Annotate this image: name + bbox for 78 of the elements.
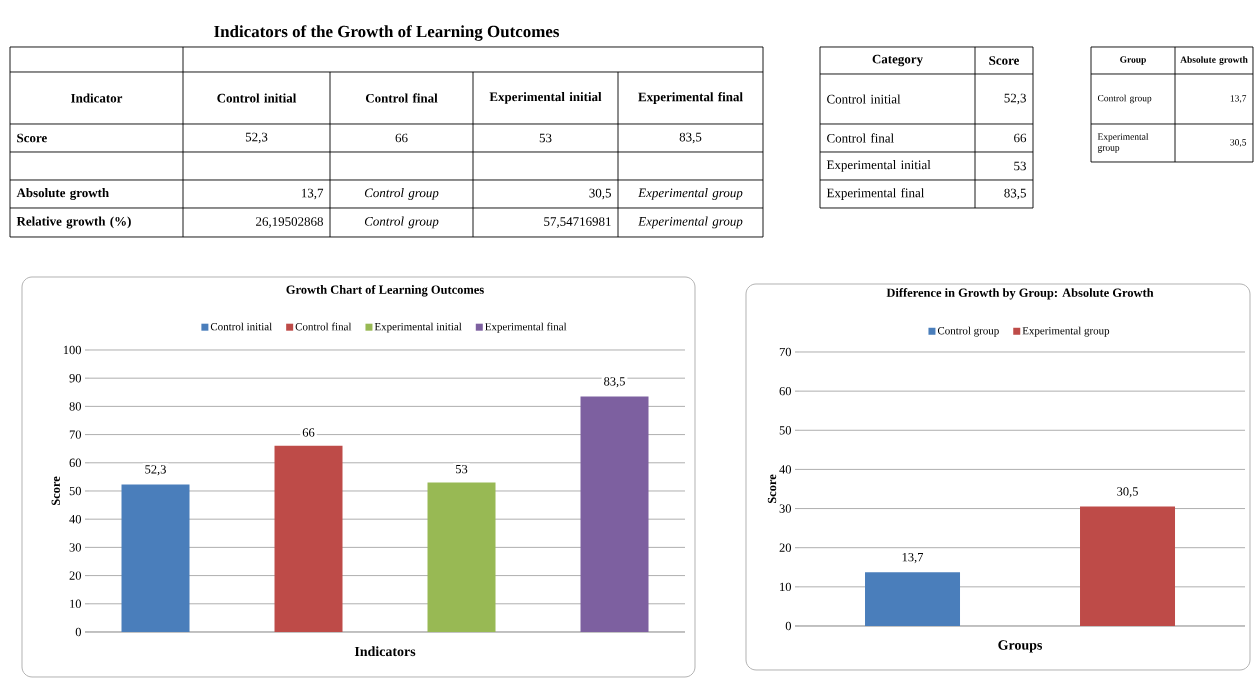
y-tick-label: 90: [69, 373, 82, 383]
legend-label: Experimental initial: [374, 322, 462, 333]
y-tick-label: 70: [779, 347, 792, 357]
y-tick-label: 30: [779, 504, 792, 513]
text: Control initial: [827, 94, 901, 104]
y-tick-label: 10: [780, 582, 792, 592]
text: Category: [872, 54, 923, 67]
text: Control final: [827, 133, 894, 143]
text: Experimental initial: [489, 92, 602, 104]
text: Indicator: [71, 93, 123, 103]
x-axis-title: Indicators: [354, 646, 416, 657]
text: Indicators of the Growth of Learning Outcomes: [214, 25, 560, 41]
text: Score: [989, 56, 1020, 65]
x-axis-title: Groups: [998, 640, 1043, 653]
text: 52,3: [1004, 93, 1026, 105]
text: 57,54716981: [544, 217, 611, 228]
y-axis-title: Score: [51, 476, 60, 506]
text: Control group: [364, 216, 439, 229]
text: 83,5: [679, 132, 702, 144]
text: Absolute growth: [1180, 56, 1248, 65]
data-label: 53: [456, 464, 468, 474]
text: Experimental final: [826, 188, 925, 200]
text: 13,7: [1230, 95, 1247, 103]
data-label: 66: [302, 428, 315, 437]
y-tick-label: 0: [75, 627, 82, 637]
text: Experimental initial: [826, 160, 931, 172]
chart-title: Difference in Growth by Group: Absolute Growth: [886, 288, 1154, 300]
bar: [121, 484, 190, 632]
text: Group: [1120, 56, 1146, 65]
text: Experimental final: [638, 92, 743, 104]
text: 66: [395, 133, 408, 143]
text: Experimental group: [638, 188, 743, 200]
y-tick-label: 40: [779, 465, 792, 474]
y-tick-label: 20: [779, 543, 792, 552]
text: Control group: [1097, 94, 1152, 104]
y-tick-label: 0: [785, 621, 792, 631]
y-tick-label: 100: [63, 345, 82, 355]
text: Control group: [364, 188, 439, 200]
text: Control initial: [217, 93, 297, 103]
y-tick-label: 60: [779, 386, 792, 396]
y-tick-label: 30: [69, 543, 82, 552]
y-tick-label: 80: [69, 402, 82, 411]
legend-label: Control group: [937, 326, 999, 337]
y-tick-label: 50: [779, 426, 792, 435]
legend-label: Control initial: [210, 322, 272, 331]
y-tick-label: 50: [69, 486, 82, 496]
y-tick-label: 70: [69, 430, 82, 439]
text: 26,19502868: [256, 217, 323, 228]
data-label: 83,5: [604, 377, 625, 388]
legend-label: Experimental final: [485, 322, 567, 333]
text: 53: [1014, 161, 1026, 171]
text: 13,7: [301, 188, 324, 200]
y-tick-label: 20: [69, 571, 82, 580]
text: Relative growth (%): [16, 216, 131, 229]
y-tick-label: 60: [69, 458, 82, 467]
text: Control final: [365, 93, 438, 103]
legend-label: Experimental group: [1022, 326, 1110, 337]
text: 66: [1014, 133, 1027, 143]
bar: [427, 482, 496, 632]
text: 83,5: [1004, 188, 1026, 200]
y-tick-label: 40: [69, 514, 82, 524]
text: Experimental group: [638, 216, 743, 229]
text: Score: [17, 133, 47, 143]
y-axis-title: Score: [767, 474, 777, 504]
text: 53: [539, 133, 552, 143]
bar: [274, 445, 343, 632]
legend-label: Control final: [295, 322, 352, 331]
y-tick-label: 10: [70, 599, 82, 608]
data-label: 52,3: [145, 465, 166, 476]
text: Experimental group: [1097, 133, 1149, 153]
data-label: 13,7: [902, 553, 924, 564]
text: 30,5: [1230, 139, 1247, 147]
text: Absolute growth: [16, 188, 109, 200]
text: 52,3: [245, 132, 268, 144]
bar: [580, 396, 649, 632]
chart-title: Growth Chart of Learning Outcomes: [286, 284, 484, 297]
text: 30,5: [589, 188, 611, 200]
data-label: 30,5: [1117, 487, 1138, 498]
